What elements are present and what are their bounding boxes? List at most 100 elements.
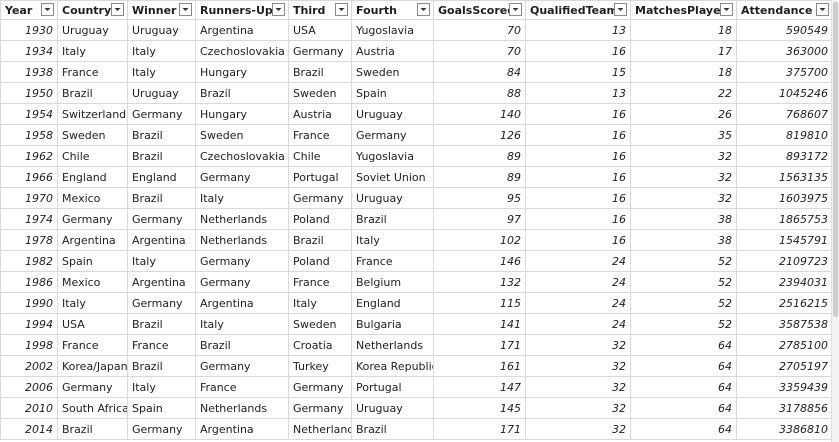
table-cell[interactable]: Sweden [288, 313, 352, 335]
table-cell[interactable]: 32 [525, 376, 631, 398]
table-cell[interactable]: 126 [433, 124, 526, 146]
table-cell[interactable]: 88 [433, 82, 526, 104]
table-cell[interactable]: Czechoslovakia [195, 40, 289, 62]
table-cell[interactable]: 2394031 [736, 271, 833, 293]
table-cell[interactable]: 38 [630, 208, 737, 230]
table-cell[interactable]: 16 [525, 208, 631, 230]
table-cell[interactable]: 89 [433, 166, 526, 188]
table-cell[interactable]: 2010 [0, 397, 58, 419]
table-cell[interactable]: Germany [57, 208, 128, 230]
table-cell[interactable]: Italy [57, 40, 128, 62]
table-cell[interactable]: 141 [433, 313, 526, 335]
table-cell[interactable]: 32 [525, 355, 631, 377]
table-cell[interactable]: Brazil [127, 355, 196, 377]
table-cell[interactable]: 147 [433, 376, 526, 398]
column-header-winner[interactable]: Winner [127, 0, 196, 20]
table-cell[interactable]: Spain [127, 397, 196, 419]
table-row[interactable]: 1978 Argentina Argentina Netherlands Brazil I… [0, 229, 833, 251]
column-header-attendance[interactable]: Attendance [736, 0, 833, 20]
table-cell[interactable]: Korea Republic [351, 355, 434, 377]
table-cell[interactable]: Italy [195, 187, 289, 209]
table-cell[interactable]: 115 [433, 292, 526, 314]
table-cell[interactable]: 2705197 [736, 355, 833, 377]
table-cell[interactable]: Brazil [351, 418, 434, 440]
column-header-goalsscored[interactable]: GoalsScored [433, 0, 526, 20]
table-cell[interactable]: Italy [351, 229, 434, 251]
table-cell[interactable]: 1603975 [736, 187, 833, 209]
table-cell[interactable]: Brazil [127, 145, 196, 167]
table-cell[interactable]: 161 [433, 355, 526, 377]
table-row[interactable]: 2010 South Africa Spain Netherlands Germany U… [0, 397, 833, 419]
filter-dropdown-button[interactable] [720, 3, 733, 16]
table-cell[interactable]: 26 [630, 103, 737, 125]
table-cell[interactable]: Argentina [195, 418, 289, 440]
table-row[interactable]: 1990 Italy Germany Argentina Italy England 115… [0, 292, 833, 314]
table-cell[interactable]: 132 [433, 271, 526, 293]
table-cell[interactable]: Hungary [195, 61, 289, 83]
table-cell[interactable]: 2006 [0, 376, 58, 398]
table-cell[interactable]: Turkey [288, 355, 352, 377]
table-cell[interactable]: Netherlands [288, 418, 352, 440]
table-cell[interactable]: 16 [525, 124, 631, 146]
table-cell[interactable]: France [288, 271, 352, 293]
table-cell[interactable]: 1998 [0, 334, 58, 356]
scrollbar-thumb[interactable] [833, 2, 838, 317]
table-cell[interactable]: Italy [127, 376, 196, 398]
table-cell[interactable]: 16 [525, 229, 631, 251]
table-cell[interactable]: Hungary [195, 103, 289, 125]
table-cell[interactable]: France [351, 250, 434, 272]
table-cell[interactable]: Germany [288, 40, 352, 62]
table-cell[interactable]: 375700 [736, 61, 833, 83]
table-cell[interactable]: 70 [433, 40, 526, 62]
table-cell[interactable]: Netherlands [195, 397, 289, 419]
table-cell[interactable]: Brazil [57, 418, 128, 440]
table-cell[interactable]: Argentina [127, 271, 196, 293]
table-cell[interactable]: Uruguay [127, 82, 196, 104]
table-cell[interactable]: Austria [351, 40, 434, 62]
table-cell[interactable]: 1982 [0, 250, 58, 272]
table-cell[interactable]: Germany [351, 124, 434, 146]
table-cell[interactable]: 52 [630, 271, 737, 293]
table-cell[interactable]: Korea/Japan [57, 355, 128, 377]
table-cell[interactable]: 38 [630, 229, 737, 251]
table-cell[interactable]: 16 [525, 145, 631, 167]
table-cell[interactable]: Argentina [57, 229, 128, 251]
table-cell[interactable]: 24 [525, 313, 631, 335]
table-cell[interactable]: Germany [195, 271, 289, 293]
table-cell[interactable]: 35 [630, 124, 737, 146]
table-cell[interactable]: 1978 [0, 229, 58, 251]
table-cell[interactable]: 13 [525, 82, 631, 104]
table-cell[interactable]: 24 [525, 271, 631, 293]
table-cell[interactable]: Uruguay [57, 19, 128, 41]
table-cell[interactable]: Uruguay [351, 103, 434, 125]
table-cell[interactable]: Poland [288, 250, 352, 272]
table-cell[interactable]: USA [57, 313, 128, 335]
table-row[interactable]: 1930 Uruguay Uruguay Argentina USA Yugoslavia… [0, 19, 833, 41]
column-header-country[interactable]: Country [57, 0, 128, 20]
table-cell[interactable]: 1966 [0, 166, 58, 188]
table-cell[interactable]: Chile [57, 145, 128, 167]
table-cell[interactable]: 1865753 [736, 208, 833, 230]
table-cell[interactable]: 52 [630, 292, 737, 314]
table-row[interactable]: 1970 Mexico Brazil Italy Germany Uruguay 95 16 3… [0, 187, 833, 209]
table-cell[interactable]: 17 [630, 40, 737, 62]
table-cell[interactable]: 2109723 [736, 250, 833, 272]
table-cell[interactable]: 16 [525, 40, 631, 62]
table-cell[interactable]: Italy [127, 40, 196, 62]
table-cell[interactable]: 64 [630, 334, 737, 356]
table-cell[interactable]: Uruguay [127, 19, 196, 41]
table-cell[interactable]: 1986 [0, 271, 58, 293]
filter-dropdown-button[interactable] [816, 3, 829, 16]
table-row[interactable]: 1982 Spain Italy Germany Poland France 146 24 52… [0, 250, 833, 272]
table-cell[interactable]: 1950 [0, 82, 58, 104]
table-cell[interactable]: Germany [195, 250, 289, 272]
table-cell[interactable]: 1970 [0, 187, 58, 209]
filter-dropdown-button[interactable] [335, 3, 348, 16]
table-cell[interactable]: 3359439 [736, 376, 833, 398]
table-cell[interactable]: France [57, 334, 128, 356]
table-cell[interactable]: 145 [433, 397, 526, 419]
table-cell[interactable]: USA [288, 19, 352, 41]
table-row[interactable]: 1966 England England Germany Portugal Soviet … [0, 166, 833, 188]
table-cell[interactable]: Bulgaria [351, 313, 434, 335]
filter-dropdown-button[interactable] [111, 3, 124, 16]
